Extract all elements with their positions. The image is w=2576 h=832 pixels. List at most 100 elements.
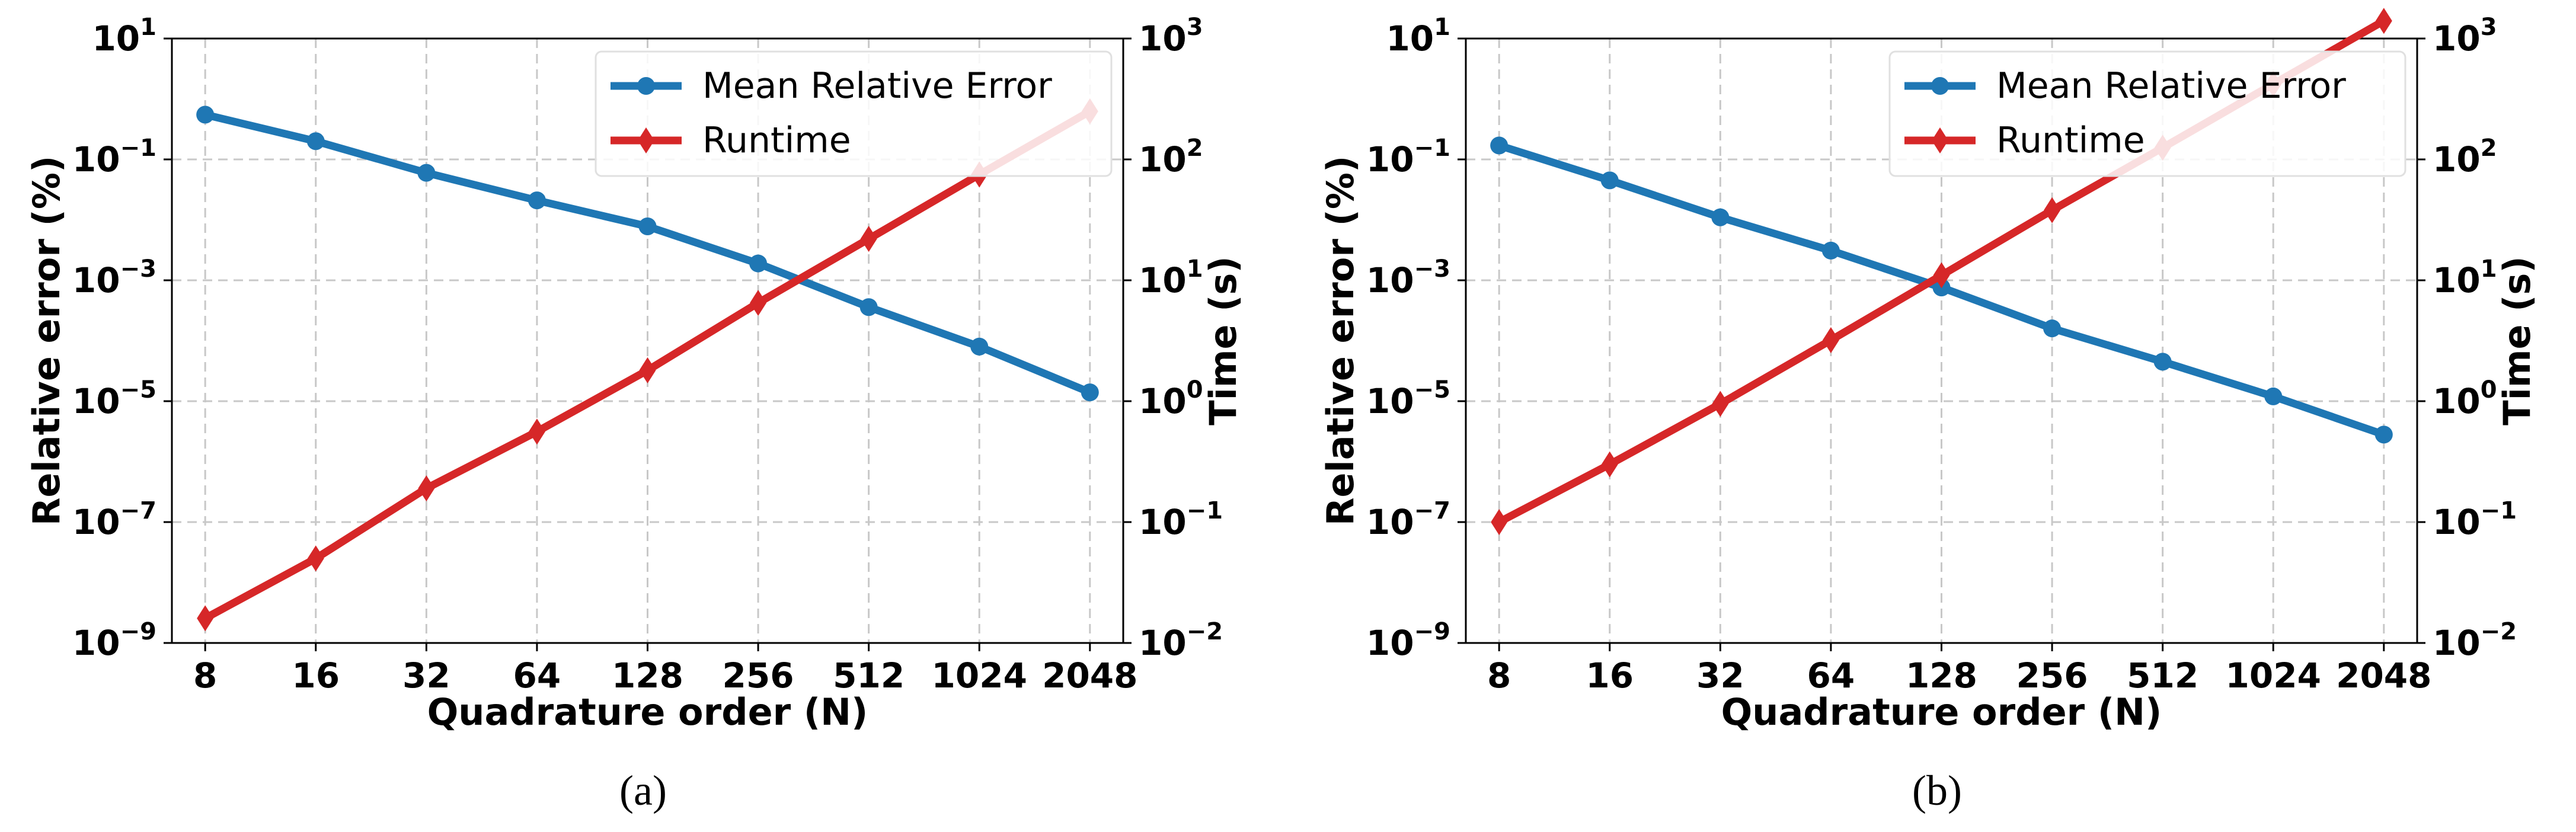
y-left-tick-base: 10 <box>72 623 120 663</box>
data-point <box>2153 353 2172 371</box>
y-right-tick-label: 10−2 <box>2433 618 2517 663</box>
y-left-axis-title: Relative error (%) <box>1319 156 1362 526</box>
y-left-axis-title: Relative error (%) <box>25 156 68 526</box>
x-tick-label: 2048 <box>2336 655 2431 696</box>
x-tick-label: 8 <box>193 655 217 696</box>
y-left-tick-exponent: −9 <box>1414 618 1450 645</box>
data-point <box>417 164 436 182</box>
data-point <box>638 217 657 236</box>
y-left-tick-base: 10 <box>1366 260 1414 300</box>
legend-box <box>1888 50 2406 177</box>
x-tick-label: 8 <box>1487 655 1511 696</box>
data-point <box>528 191 546 210</box>
data-point <box>859 298 878 316</box>
y-left-tick-label: 10−1 <box>72 135 156 180</box>
y-right-tick-base: 10 <box>1139 139 1187 180</box>
y-right-tick-exponent: −2 <box>2481 618 2517 645</box>
y-left-tick-label: 10−3 <box>72 255 156 300</box>
y-left-tick-label: 101 <box>1386 14 1450 59</box>
x-tick-label: 1024 <box>932 655 1027 696</box>
legend-label: Mean Relative Error <box>1996 65 2346 107</box>
y-right-tick-base: 10 <box>1139 18 1187 59</box>
x-tick-label: 128 <box>612 655 683 696</box>
y-right-tick-base: 10 <box>2433 502 2481 542</box>
data-point <box>1600 171 1619 190</box>
x-tick-label: 512 <box>833 655 905 696</box>
y-right-tick-exponent: 3 <box>1187 14 1203 41</box>
y-right-tick-exponent: 3 <box>2481 14 2497 41</box>
data-point <box>1821 241 1840 260</box>
y-left-tick-label: 10−1 <box>1366 135 1450 180</box>
y-right-tick-exponent: −1 <box>1187 497 1223 524</box>
y-left-tick-exponent: −3 <box>1414 255 1450 283</box>
y-left-tick-exponent: −9 <box>120 618 156 645</box>
y-left-tick-exponent: −3 <box>120 255 156 283</box>
legend-swatch-marker <box>637 77 655 95</box>
y-left-tick-base: 10 <box>1366 381 1414 421</box>
data-point <box>2374 425 2393 444</box>
y-right-tick-exponent: −1 <box>2481 497 2517 524</box>
y-right-tick-label: 103 <box>2433 14 2497 59</box>
y-right-tick-base: 10 <box>1139 381 1187 421</box>
y-right-axis-title: Time (s) <box>2495 256 2539 425</box>
legend-label: Runtime <box>1996 120 2145 161</box>
y-right-tick-exponent: 0 <box>2481 376 2497 404</box>
x-tick-label: 128 <box>1906 655 1977 696</box>
y-right-tick-label: 100 <box>2433 376 2497 421</box>
y-left-tick-label: 10−9 <box>1366 618 1450 663</box>
x-tick-label: 16 <box>1586 655 1634 696</box>
y-left-tick-label: 10−7 <box>72 497 156 542</box>
data-point <box>196 105 215 124</box>
y-left-tick-base: 10 <box>72 502 120 542</box>
y-left-tick-exponent: −1 <box>1414 135 1450 162</box>
y-left-tick-exponent: −7 <box>120 497 156 524</box>
y-right-tick-base: 10 <box>2433 623 2481 663</box>
y-right-tick-base: 10 <box>2433 18 2481 59</box>
y-right-tick-label: 10−2 <box>1139 618 1223 663</box>
y-right-tick-label: 100 <box>1139 376 1203 421</box>
legend-swatch-marker <box>1932 127 1948 153</box>
data-point <box>197 605 214 632</box>
y-right-tick-exponent: 2 <box>2481 135 2497 162</box>
y-left-tick-exponent: −7 <box>1414 497 1450 524</box>
y-left-tick-label: 10−5 <box>72 376 156 421</box>
x-tick-label: 512 <box>2127 655 2198 696</box>
y-left-tick-exponent: −5 <box>120 376 156 404</box>
data-point <box>1491 509 1508 535</box>
data-point <box>749 254 768 273</box>
y-right-tick-label: 103 <box>1139 14 1203 59</box>
legend-label: Runtime <box>702 120 851 161</box>
x-tick-label: 256 <box>2016 655 2088 696</box>
panel-a: 8 16 32 64 128 256 512 1024 204810−910−710−510−3… <box>25 14 1245 814</box>
data-point <box>970 337 989 356</box>
y-left-tick-base: 10 <box>1366 502 1414 542</box>
x-tick-label: 2048 <box>1042 655 1137 696</box>
data-point <box>1933 262 1950 289</box>
y-right-tick-base: 10 <box>2433 260 2481 300</box>
data-point <box>860 226 877 252</box>
y-right-tick-label: 101 <box>2433 255 2497 300</box>
y-left-tick-label: 10−9 <box>72 618 156 663</box>
y-right-tick-label: 102 <box>1139 135 1203 180</box>
y-left-tick-base: 10 <box>1366 139 1414 180</box>
data-point <box>750 290 767 316</box>
data-point <box>1712 391 1729 417</box>
y-right-tick-exponent: 1 <box>2481 255 2497 283</box>
data-point <box>1711 208 1730 226</box>
y-left-tick-base: 10 <box>72 260 120 300</box>
y-left-tick-exponent: −1 <box>120 135 156 162</box>
legend-label: Mean Relative Error <box>702 65 1052 107</box>
data-point <box>307 545 324 572</box>
data-point <box>306 132 325 151</box>
legend-swatch-marker <box>638 127 654 153</box>
x-tick-label: 32 <box>402 655 450 696</box>
y-left-tick-label: 10−5 <box>1366 376 1450 421</box>
panel-caption: (a) <box>619 767 667 814</box>
y-left-tick-label: 101 <box>92 14 156 59</box>
x-tick-label: 256 <box>723 655 794 696</box>
x-tick-label: 64 <box>513 655 561 696</box>
data-point <box>2044 197 2061 223</box>
data-point <box>1490 136 1508 155</box>
x-axis-title: Quadrature order (N) <box>427 690 868 734</box>
